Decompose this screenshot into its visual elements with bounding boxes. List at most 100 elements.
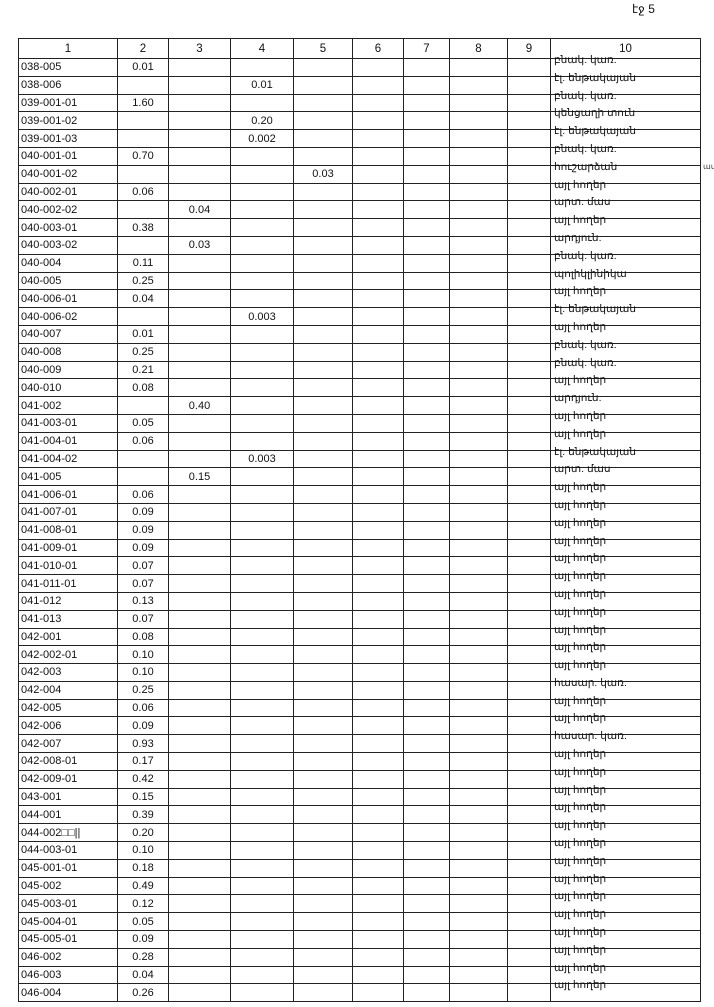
area-value-col-8: [449, 876, 508, 896]
table-row: 042-009-01 0.42 այլ հողեր: [18, 766, 701, 789]
parcel-code: 040-001-01: [18, 146, 118, 166]
area-value-col-9: [507, 734, 551, 754]
area-value-col-5: [293, 965, 353, 985]
column-header: 7: [403, 38, 450, 59]
area-value-col-4: [230, 645, 294, 665]
area-value-col-3: [168, 129, 231, 148]
area-value-col-9: [507, 698, 551, 718]
area-value-col-9: [507, 342, 551, 362]
area-value-col-4: [230, 342, 294, 362]
area-value-col-8: [449, 805, 508, 825]
area-value-col-9: [507, 556, 551, 576]
land-use-label: այլ հողեր: [554, 605, 607, 618]
area-value-col-5: [293, 289, 353, 309]
area-value-col-2: 0.11: [117, 253, 169, 273]
land-use-label: արտ. մաս: [554, 463, 611, 476]
area-value-col-9: [507, 947, 551, 967]
table-row: 044-002□□|| 0.20 այլ հողեր: [18, 819, 701, 843]
area-value-col-5: [293, 520, 353, 540]
area-value-col-4: [230, 734, 294, 754]
area-value-col-8: [449, 253, 508, 273]
area-value-col-2: [117, 164, 169, 184]
area-value-col-4: 0.003: [230, 307, 294, 326]
area-value-col-4: [230, 360, 294, 380]
land-use-label: հասար. կառ.: [554, 676, 627, 689]
area-value-col-6: [352, 431, 404, 451]
area-value-col-7: [403, 396, 450, 415]
area-value-col-3: [168, 93, 231, 113]
area-value-col-7: [403, 556, 450, 576]
area-value-col-7: [403, 129, 450, 148]
parcel-code: 042-007: [18, 734, 118, 754]
area-value-col-4: [230, 520, 294, 540]
parcel-code: 040-008: [18, 342, 118, 362]
land-use-cell: այլ հողեր: [550, 766, 701, 789]
area-value-col-4: [230, 965, 294, 985]
area-value-col-3: [168, 111, 231, 131]
area-value-col-8: [449, 556, 508, 576]
area-value-col-9: [507, 538, 551, 558]
area-value-col-5: [293, 129, 353, 148]
area-value-col-7: [403, 680, 450, 700]
table-row: 046-002 0.28 այլ հողեր: [18, 944, 701, 967]
parcel-code: 046-003: [18, 965, 118, 985]
parcel-code: 039-001-02: [18, 111, 118, 131]
land-use-label: այլ հողեր: [554, 552, 607, 565]
area-value-col-7: [403, 520, 450, 540]
area-value-col-2: 0.10: [117, 645, 169, 665]
area-value-col-5: [293, 182, 353, 202]
area-value-col-2: 0.07: [117, 574, 169, 593]
area-value-col-7: [403, 200, 450, 220]
area-value-col-9: [507, 983, 551, 1003]
area-value-col-9: [507, 360, 551, 380]
area-value-col-9: [507, 164, 551, 184]
area-value-col-2: 0.08: [117, 378, 169, 398]
area-value-col-5: [293, 271, 353, 291]
table-row: 045-004-01 0.05 այլ հողեր: [18, 908, 701, 932]
area-value-col-8: [449, 965, 508, 985]
area-value-col-6: [352, 396, 404, 415]
area-value-col-7: [403, 307, 450, 326]
table-row: 040-008 0.25 բնակ. կառ.: [18, 339, 701, 362]
area-value-col-5: [293, 591, 353, 611]
area-value-col-8: [449, 680, 508, 700]
area-value-col-3: [168, 591, 231, 611]
area-value-col-4: [230, 93, 294, 113]
area-value-col-9: [507, 502, 551, 522]
area-value-col-7: [403, 253, 450, 273]
area-value-col-3: [168, 876, 231, 896]
land-use-label: այլ հողեր: [554, 516, 607, 529]
land-use-label: հուշարձան: [554, 160, 618, 173]
area-value-col-6: [352, 449, 404, 469]
area-value-col-8: [449, 823, 508, 843]
area-value-col-8: [449, 218, 508, 237]
area-value-col-5: [293, 947, 353, 967]
area-value-col-5: [293, 930, 353, 949]
area-value-col-9: [507, 609, 551, 629]
area-value-col-3: [168, 449, 231, 469]
area-value-col-8: [449, 360, 508, 380]
area-value-col-9: [507, 271, 551, 291]
area-value-col-8: [449, 930, 508, 949]
parcel-code: 040-002-02: [18, 200, 118, 220]
area-value-col-8: [449, 787, 508, 807]
area-value-col-6: [352, 965, 404, 985]
area-value-col-2: [117, 307, 169, 326]
parcel-code: 041-008-01: [18, 520, 118, 540]
area-value-col-5: [293, 734, 353, 754]
parcel-code: 040-003-02: [18, 235, 118, 255]
area-value-col-5: [293, 841, 353, 860]
area-value-col-2: 0.09: [117, 716, 169, 736]
land-use-label: էլ. ենթակայան: [554, 303, 636, 316]
area-value-col-8: [449, 75, 508, 95]
table-row: 040-009 0.21 բնակ. կառ.: [18, 357, 701, 380]
column-header: 8: [449, 38, 508, 59]
area-value-col-9: [507, 485, 551, 504]
land-use-label: բնակ. կառ.: [554, 249, 617, 262]
area-value-col-4: [230, 752, 294, 771]
parcel-code: 046-004: [18, 983, 118, 1003]
column-header: 3: [168, 38, 231, 59]
area-value-col-8: [449, 983, 508, 1003]
land-use-label: բնակ. կառ.: [554, 89, 617, 102]
area-value-col-9: [507, 218, 551, 237]
